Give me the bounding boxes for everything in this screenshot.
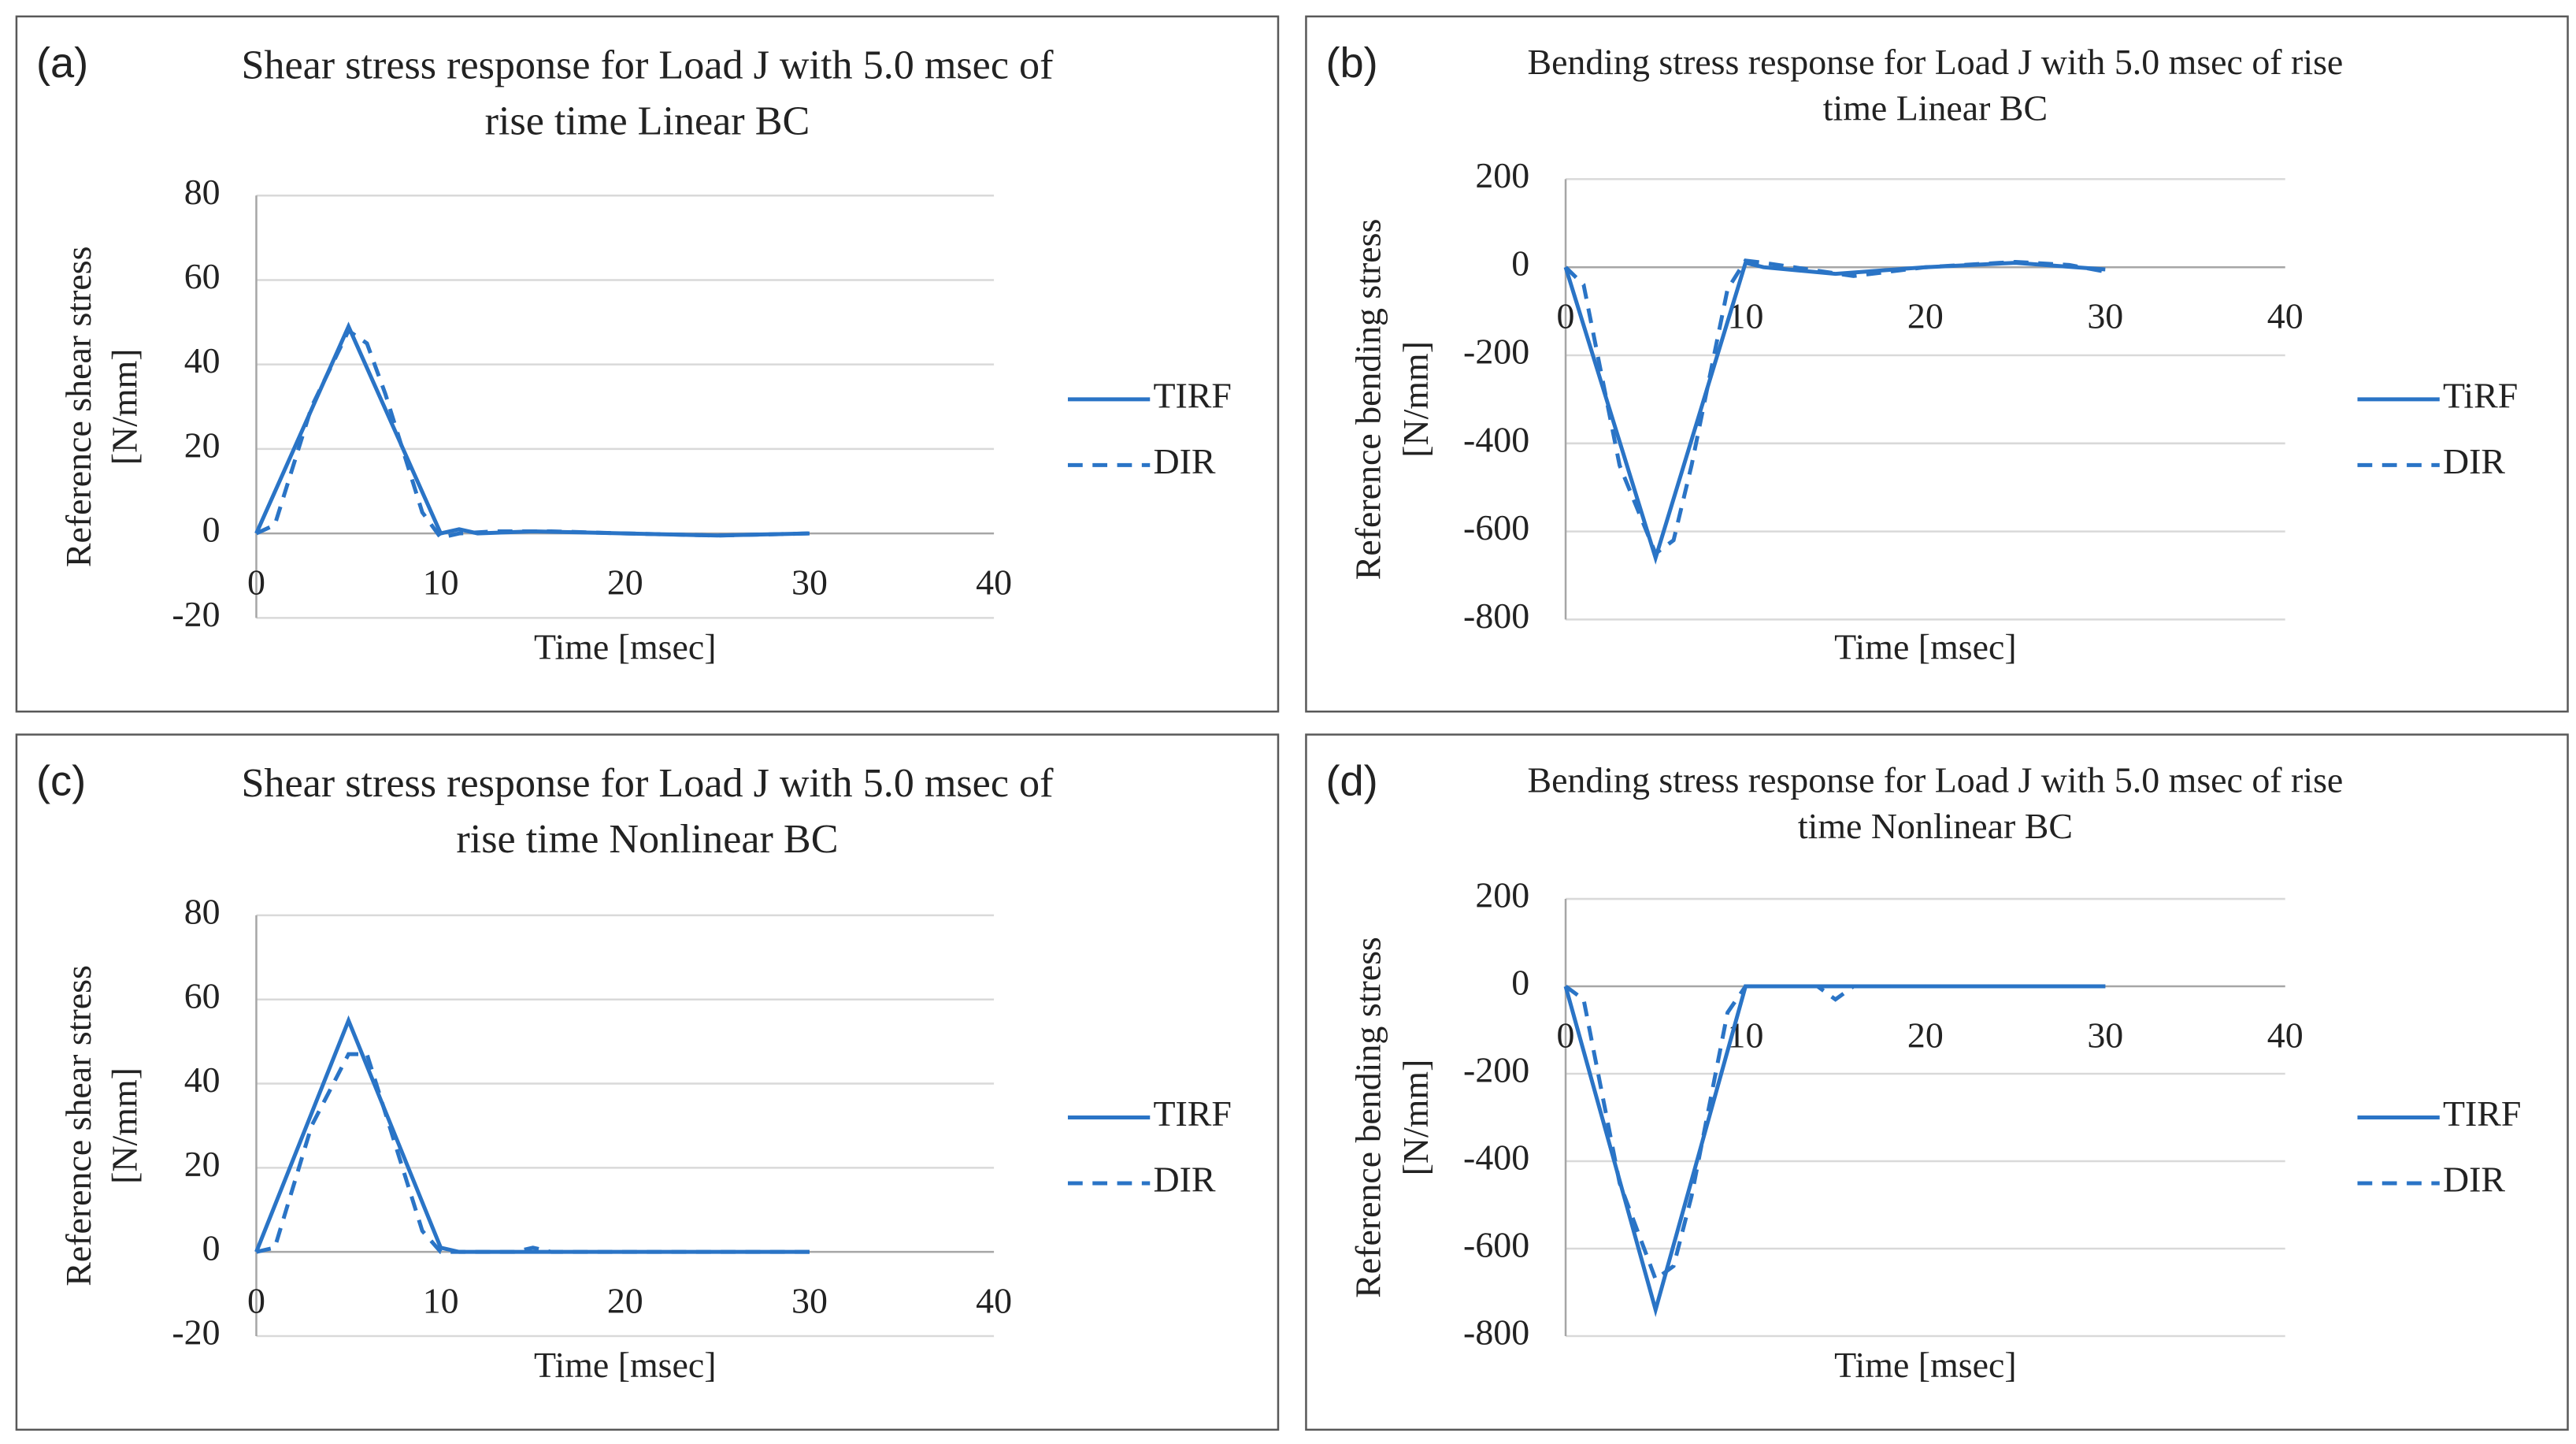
x-axis-label: Time [msec] [1834, 1345, 2016, 1385]
y-tick-label: 20 [184, 1144, 221, 1184]
x-tick-label: 40 [2267, 1015, 2304, 1055]
legend-label: DIR [2443, 1159, 2505, 1199]
series-line [255, 1052, 810, 1254]
panel-label: (c) [36, 757, 86, 804]
x-tick-label: 10 [423, 1280, 459, 1320]
panel-border [15, 733, 1280, 1431]
y-axis-label: Reference bending stress [1347, 937, 1388, 1298]
legend-label: DIR [2443, 441, 2505, 481]
y-tick-label: 60 [184, 975, 221, 1015]
panel-label: (b) [1325, 39, 1377, 87]
x-tick-label: 0 [1557, 295, 1575, 336]
chart-title: time Nonlinear BC [1798, 806, 2073, 846]
legend-label: DIR [1153, 441, 1215, 481]
series-line [1564, 258, 2106, 557]
x-tick-label: 0 [247, 562, 265, 602]
y-tick-label: -600 [1463, 507, 1529, 548]
panel-border [1305, 733, 2569, 1431]
y-tick-label: 0 [202, 510, 221, 550]
y-tick-label: -400 [1463, 419, 1529, 459]
panel-border [1305, 15, 2569, 713]
panel-label: (d) [1325, 757, 1377, 804]
y-tick-label: 0 [1511, 243, 1529, 284]
x-tick-label: 30 [791, 562, 828, 602]
x-tick-label: 20 [607, 1280, 643, 1320]
x-tick-label: 40 [976, 1280, 1012, 1320]
x-tick-label: 20 [1907, 1015, 1944, 1055]
x-tick-label: 40 [2267, 295, 2304, 336]
x-tick-label: 20 [607, 562, 643, 602]
x-axis-label: Time [msec] [1834, 627, 2016, 667]
y-tick-label: -600 [1463, 1225, 1529, 1265]
x-tick-label: 0 [247, 1280, 265, 1320]
y-axis-label: [N/mm] [1395, 341, 1436, 458]
y-axis-label: [N/mm] [104, 348, 144, 465]
x-tick-label: 30 [2087, 1015, 2123, 1055]
y-tick-label: 20 [184, 425, 221, 465]
y-axis-label: Reference shear stress [58, 965, 98, 1286]
x-axis-label: Time [msec] [534, 627, 716, 667]
y-tick-label: 0 [202, 1228, 221, 1268]
y-axis-label: Reference bending stress [1347, 219, 1388, 581]
y-tick-label: -20 [172, 1312, 220, 1352]
legend-label: TIRF [1153, 375, 1231, 415]
x-tick-label: 30 [791, 1280, 828, 1320]
y-tick-label: -200 [1463, 1050, 1529, 1090]
y-tick-label: -400 [1463, 1138, 1529, 1178]
x-tick-label: 30 [2087, 295, 2123, 336]
y-tick-label: -20 [172, 594, 220, 634]
y-tick-label: -800 [1463, 596, 1529, 636]
x-tick-label: 40 [976, 562, 1012, 602]
chart-title: time Linear BC [1823, 87, 2048, 128]
chart-title: Bending stress response for Load J with … [1527, 760, 2343, 800]
x-axis-label: Time [msec] [534, 1345, 716, 1385]
legend-label: TiRF [2443, 375, 2518, 415]
x-tick-label: 20 [1907, 295, 1944, 336]
y-tick-label: 60 [184, 256, 221, 296]
chart-title: rise time Nonlinear BC [456, 817, 838, 862]
chart-panel: (d) Bending stress response for Load J wi… [1305, 733, 2569, 1431]
y-axis-label: [N/mm] [1395, 1060, 1436, 1176]
chart-panel: (b) Bending stress response for Load J wi… [1305, 15, 2569, 713]
chart-title: Shear stress response for Load J with 5.… [241, 43, 1054, 88]
y-tick-label: 0 [1511, 963, 1529, 1003]
panel-label: (a) [36, 39, 88, 87]
legend-label: DIR [1153, 1159, 1215, 1199]
x-tick-label: 0 [1557, 1015, 1575, 1055]
x-tick-label: 10 [423, 562, 459, 602]
legend-label: TIRF [1153, 1093, 1231, 1134]
chart-panel: (c) Shear stress response for Load J with… [15, 733, 1280, 1431]
y-tick-label: 200 [1475, 875, 1529, 915]
chart-title: rise time Linear BC [485, 99, 810, 144]
y-tick-label: 80 [184, 172, 221, 212]
y-axis-label: Reference shear stress [58, 247, 98, 568]
y-tick-label: 40 [184, 340, 221, 380]
y-tick-label: -200 [1463, 332, 1529, 372]
chart-panel: (a) Shear stress response for Load J with… [15, 15, 1280, 713]
chart-title: Shear stress response for Load J with 5.… [241, 761, 1054, 806]
y-tick-label: 40 [184, 1060, 221, 1100]
legend-label: TIRF [2443, 1093, 2521, 1134]
series-line [255, 328, 810, 540]
y-tick-label: 200 [1475, 155, 1529, 195]
chart-title: Bending stress response for Load J with … [1527, 42, 2343, 82]
series-line [1564, 984, 2106, 1283]
y-axis-label: [N/mm] [104, 1067, 144, 1184]
y-tick-label: -800 [1463, 1312, 1529, 1352]
y-tick-label: 80 [184, 891, 221, 931]
